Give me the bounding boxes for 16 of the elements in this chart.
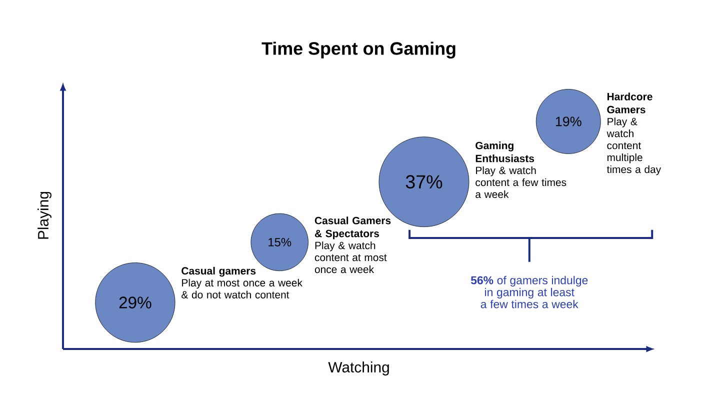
- text: Play & watch content multiple times a day: [606, 118, 662, 176]
- data-label: 19%: [556, 116, 582, 126]
- data-label: 29%: [119, 296, 152, 308]
- text: Play at most once a week & do not watch content: [182, 278, 302, 298]
- category-label: Casual gamers: [182, 266, 256, 277]
- data-label: 15%: [268, 238, 292, 246]
- category-label: Hardcore Gamers: [607, 92, 652, 114]
- text: Play & watch content at most once a week: [314, 242, 387, 274]
- text: 56% of gamers indulge in gaming at least a few times a week: [470, 276, 588, 308]
- text: Playing: [38, 192, 52, 239]
- text: Play & watch content a few times a week: [476, 166, 566, 198]
- category-label: Gaming Enthusiasts: [476, 142, 534, 162]
- category-label: Casual Gamers & Spectators: [314, 216, 391, 240]
- text: Time Spent on Gaming: [262, 42, 456, 58]
- data-label: 37%: [406, 175, 442, 189]
- text: Watching: [328, 362, 389, 376]
